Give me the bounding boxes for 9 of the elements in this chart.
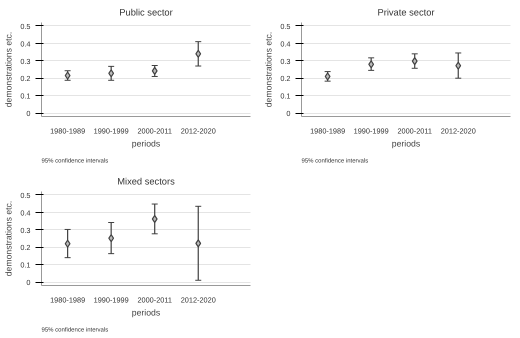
y-axis-title: demonstrations etc. — [3, 200, 14, 276]
y-axis-title: demonstrations etc. — [263, 32, 274, 108]
x-axis-title: periods — [132, 308, 161, 318]
y-axis-title: demonstrations etc. — [3, 32, 14, 108]
x-axis-title: periods — [132, 138, 161, 148]
chart-title: Private sector — [377, 8, 435, 18]
chart-title: Public sector — [119, 8, 173, 18]
chart-title: Mixed sectors — [117, 176, 176, 186]
x-axis-title: periods — [392, 138, 421, 148]
